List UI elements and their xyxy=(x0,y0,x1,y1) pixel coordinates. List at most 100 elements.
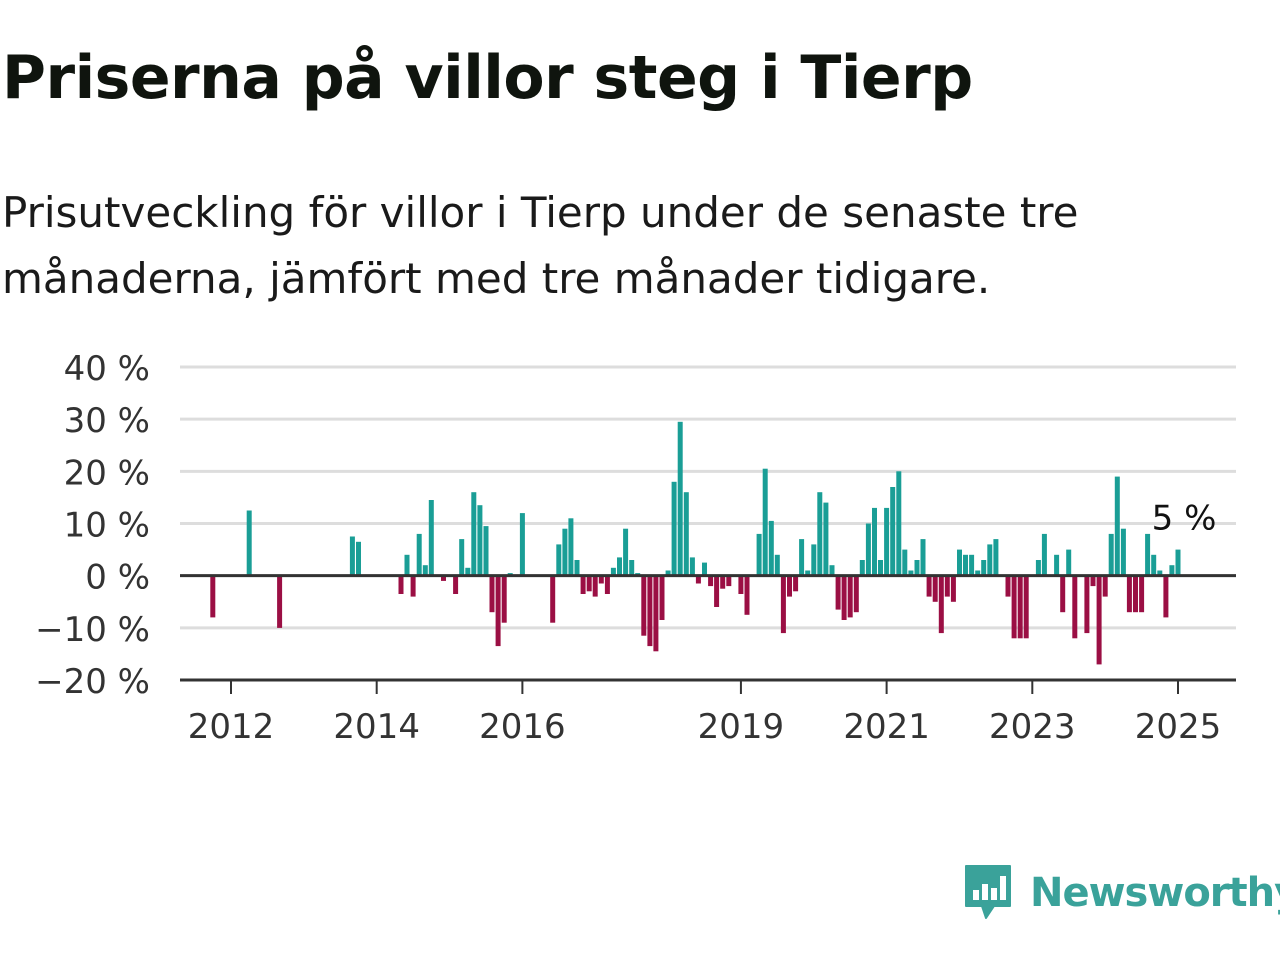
bar xyxy=(720,575,726,589)
bar xyxy=(398,575,404,594)
chart-subtitle: Prisutveckling för villor i Tierp under … xyxy=(2,188,1079,303)
x-tick-label: 2014 xyxy=(333,707,420,747)
bar xyxy=(853,575,859,613)
bar xyxy=(404,554,410,576)
bar xyxy=(841,575,847,620)
x-tick-label: 2019 xyxy=(698,707,785,747)
bar xyxy=(683,492,689,576)
y-tick-label: 40 % xyxy=(64,349,150,389)
bar xyxy=(1139,575,1145,613)
x-tick-label: 2021 xyxy=(843,707,930,747)
bar xyxy=(277,575,283,628)
bar xyxy=(1090,575,1096,587)
bar xyxy=(811,544,817,576)
bar xyxy=(1023,575,1029,639)
bar xyxy=(695,575,701,584)
bar xyxy=(592,575,598,597)
bar xyxy=(726,575,732,587)
bar xyxy=(210,575,216,618)
gridlines xyxy=(180,365,1236,630)
bar xyxy=(932,575,938,602)
bar xyxy=(817,492,823,576)
bar xyxy=(1169,565,1175,576)
bar xyxy=(1084,575,1090,634)
bar xyxy=(981,560,987,576)
bar xyxy=(665,570,671,576)
bar xyxy=(823,502,829,576)
chart-title: Priserna på villor steg i Tierp xyxy=(2,43,973,113)
bar xyxy=(246,510,252,576)
bar xyxy=(975,570,981,576)
bar xyxy=(768,520,774,576)
x-tick-label: 2016 xyxy=(479,707,566,747)
bar xyxy=(835,575,841,610)
bar xyxy=(489,575,495,613)
bar xyxy=(356,541,361,576)
bar xyxy=(689,557,695,576)
y-tick-label: −10 % xyxy=(35,610,150,650)
newsworthy-bar-chart-icon xyxy=(965,865,1011,919)
bar xyxy=(1017,575,1023,639)
bar xyxy=(993,539,999,576)
bar xyxy=(847,575,853,618)
bar xyxy=(780,575,786,634)
bar xyxy=(550,575,556,623)
bar xyxy=(878,560,883,576)
bar xyxy=(556,544,562,576)
bar xyxy=(453,575,459,594)
bar xyxy=(920,539,926,576)
bar xyxy=(629,560,635,576)
bar xyxy=(647,575,653,647)
y-tick-label: 20 % xyxy=(64,453,150,493)
bar xyxy=(1102,575,1108,597)
bar xyxy=(617,557,622,576)
bar xyxy=(495,575,501,647)
bar xyxy=(926,575,932,597)
bar xyxy=(987,544,993,576)
bar xyxy=(914,560,920,576)
bar xyxy=(610,567,616,576)
bar xyxy=(598,575,604,584)
bar xyxy=(805,570,811,576)
bar xyxy=(969,554,975,576)
bar xyxy=(884,507,890,576)
brand-name: Newsworthy xyxy=(1030,870,1280,916)
bar xyxy=(744,575,750,615)
bar xyxy=(1108,533,1114,576)
x-tick-label: 2012 xyxy=(188,707,275,747)
bar xyxy=(422,565,428,576)
bar xyxy=(1157,570,1163,576)
bar xyxy=(1114,476,1120,576)
bar xyxy=(1126,575,1132,613)
bar xyxy=(944,575,950,597)
y-tick-label: 30 % xyxy=(64,401,150,441)
bar xyxy=(653,575,659,652)
bar xyxy=(671,481,677,576)
bar xyxy=(428,500,434,576)
bar xyxy=(659,575,665,620)
bar xyxy=(580,575,586,594)
bar xyxy=(957,549,962,576)
bar xyxy=(708,575,714,587)
bar xyxy=(623,528,629,576)
axes xyxy=(180,574,1236,694)
bar xyxy=(1054,554,1060,576)
bar xyxy=(787,575,792,597)
bar xyxy=(950,575,956,602)
bar xyxy=(471,492,477,576)
bar xyxy=(872,507,877,576)
bar xyxy=(1096,575,1102,665)
bar xyxy=(1011,575,1017,639)
bar xyxy=(938,575,944,634)
bar xyxy=(896,471,902,576)
bar xyxy=(677,421,683,576)
bar xyxy=(1005,575,1011,597)
bar xyxy=(1066,549,1072,576)
y-tick-label: −20 % xyxy=(35,662,150,702)
bar xyxy=(586,575,592,592)
bar xyxy=(865,523,871,576)
newsworthy-logo: Newsworthy xyxy=(962,862,1280,924)
bar xyxy=(1041,533,1047,576)
bar xyxy=(1151,554,1157,576)
